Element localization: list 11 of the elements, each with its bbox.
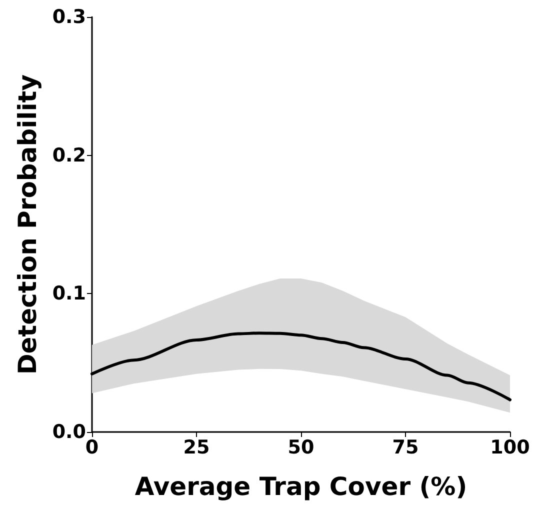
y-tick-label: 0.2 bbox=[52, 144, 86, 166]
x-tick-label: 50 bbox=[288, 436, 314, 458]
y-tick-label: 0.0 bbox=[52, 421, 86, 443]
y-tick-label: 0.1 bbox=[52, 282, 86, 305]
x-axis-title: Average Trap Cover (%) bbox=[134, 472, 468, 501]
x-tick-label: 0 bbox=[85, 436, 99, 458]
x-tick-label: 100 bbox=[490, 436, 530, 458]
y-axis-title: Detection Probability bbox=[13, 74, 42, 375]
y-tick-label: 0.3 bbox=[52, 6, 86, 28]
x-tick-label: 25 bbox=[183, 436, 210, 458]
x-tick-label: 75 bbox=[392, 436, 419, 458]
